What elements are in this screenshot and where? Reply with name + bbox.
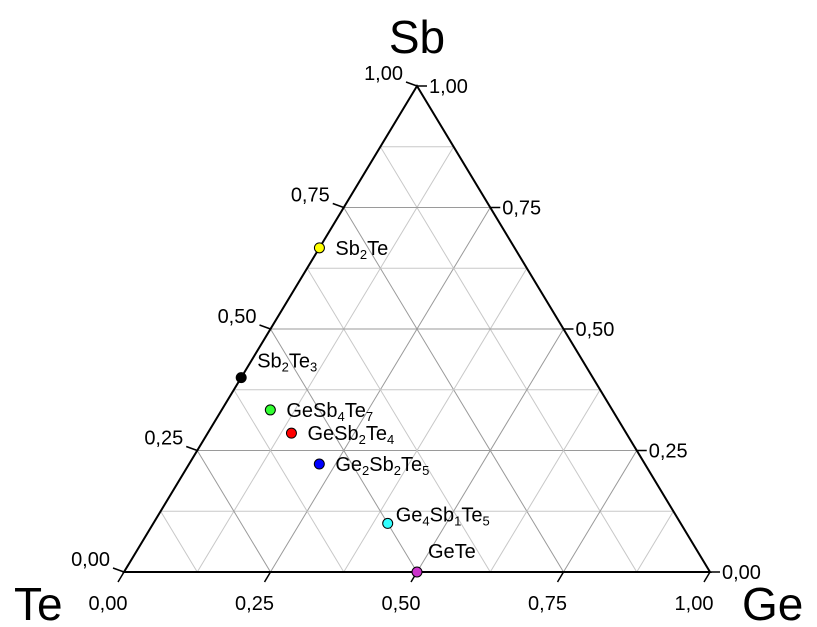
tick-label-right: 0,25 xyxy=(649,441,688,463)
tick-label-right: 0,75 xyxy=(502,198,541,220)
data-point-label: GeSb4Te7 xyxy=(286,400,373,424)
tick-left xyxy=(333,204,344,208)
tick-label-left: 0,25 xyxy=(144,428,183,450)
data-point xyxy=(314,243,324,253)
data-point xyxy=(412,567,422,577)
tick-label-left: 0,75 xyxy=(291,185,330,207)
tick-left xyxy=(406,82,417,86)
tick-label-bottom: 0,25 xyxy=(235,593,274,615)
data-point xyxy=(236,373,246,383)
tick-label-bottom: 1,00 xyxy=(675,593,714,615)
tick-label-left: 1,00 xyxy=(364,63,403,85)
tick-bottom xyxy=(558,572,564,582)
tick-left xyxy=(186,447,197,451)
data-point-label: GeTe xyxy=(428,541,476,563)
data-point-label: Sb2Te xyxy=(335,238,388,262)
data-point-label: Ge2Sb2Te5 xyxy=(335,454,429,478)
data-point xyxy=(383,518,393,528)
tick-left xyxy=(260,325,271,329)
tick-bottom xyxy=(704,572,710,582)
tick-label-bottom: 0,00 xyxy=(89,593,128,615)
tick-bottom xyxy=(118,572,124,582)
data-point-label: Ge4Sb1Te5 xyxy=(396,504,490,528)
grid-line-ge xyxy=(637,511,674,572)
grid-line-ge xyxy=(490,390,600,572)
vertex-label-ge: Ge xyxy=(742,578,803,627)
data-point xyxy=(314,459,324,469)
tick-label-left: 0,50 xyxy=(218,306,257,328)
tick-label-right: 1,00 xyxy=(429,76,468,98)
tick-layer: 0,00 0,25 0,50 0,75 1,00 0,00 0,25 0,50 0,75 1,00… xyxy=(71,63,761,615)
grid-line-te xyxy=(161,511,198,572)
vertex-label-sb: Sb xyxy=(389,11,445,63)
data-point xyxy=(286,428,296,438)
tick-label-bottom: 0,75 xyxy=(528,593,567,615)
tick-label-right: 0,50 xyxy=(576,319,615,341)
tick-label-bottom: 0,50 xyxy=(382,593,421,615)
data-point-label: Sb2Te3 xyxy=(257,351,317,375)
tick-label-left: 0,00 xyxy=(71,549,110,571)
tick-bottom xyxy=(265,572,271,582)
data-point xyxy=(265,405,275,415)
vertex-label-te: Te xyxy=(14,578,63,627)
data-point-label: GeSb2Te4 xyxy=(307,423,394,447)
tick-left xyxy=(113,568,124,572)
